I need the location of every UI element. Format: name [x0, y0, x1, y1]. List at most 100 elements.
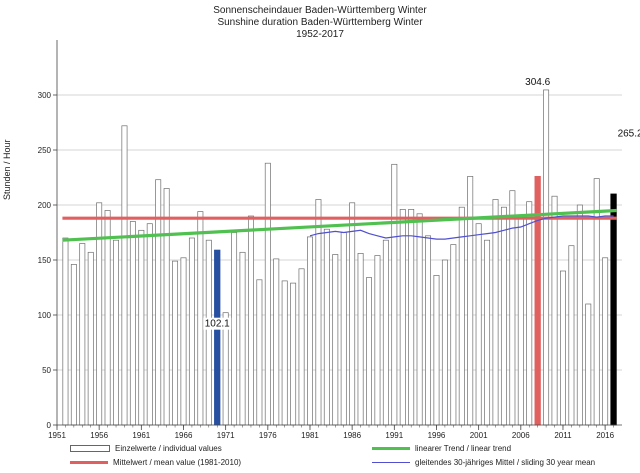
bar-1993 — [408, 209, 415, 426]
bar-1997 — [441, 259, 448, 426]
x-tick-label-1996: 1996 — [428, 431, 446, 440]
bar-1958 — [113, 239, 119, 426]
legend-swatch-trend — [372, 447, 410, 450]
bar-1973 — [239, 251, 246, 426]
bar-1962 — [146, 223, 153, 426]
bar-1980 — [298, 268, 305, 426]
sunshine-chart: 0 50 100 150 200 250 300 1951 1956 1961 1966 1971 19… — [38, 40, 640, 440]
bar-1956 — [96, 202, 103, 426]
bar-1986 — [349, 202, 356, 426]
bar-1979 — [290, 282, 297, 426]
legend-label-mean: Mittelwert / mean value (1981-2010) — [113, 458, 242, 467]
legend: Einzelwerte / individual values Mittelwe… — [0, 442, 640, 472]
bar-1964 — [163, 188, 170, 426]
y-tick-label-0: 0 — [47, 421, 52, 430]
bar-2011 — [560, 270, 566, 426]
x-tick-label-2001: 2001 — [470, 431, 488, 440]
bar-2007 — [526, 201, 533, 426]
bar-1953 — [70, 264, 77, 426]
value-label-2017: 265.2 — [618, 128, 640, 139]
bar-1992 — [399, 209, 406, 426]
value-label-bg-1970 — [203, 317, 232, 330]
bar-1959 — [121, 125, 128, 426]
x-tick-label-2006: 2006 — [512, 431, 530, 440]
sliding-mean-line — [309, 215, 614, 240]
bar-1994 — [416, 213, 423, 426]
bar-2017 — [610, 193, 617, 426]
bar-1987 — [357, 253, 364, 426]
value-label-2008: 304.6 — [525, 77, 550, 88]
bar-1966 — [180, 257, 187, 426]
bar-1960 — [129, 221, 136, 426]
bar-1996 — [433, 275, 440, 426]
x-tick-label-1986: 1986 — [343, 431, 361, 440]
x-tick-label-1951: 1951 — [48, 431, 66, 440]
bar-1984 — [332, 254, 339, 426]
bar-1976 — [264, 162, 271, 426]
bar-1961 — [138, 229, 145, 426]
bar-2004 — [500, 206, 507, 426]
y-tick-label-200: 200 — [38, 201, 52, 210]
legend-swatch-mean — [70, 461, 108, 464]
bar-1975 — [256, 279, 263, 426]
y-tick-label-300: 300 — [38, 91, 52, 100]
bar-1963 — [155, 179, 162, 426]
bar-2005 — [509, 190, 516, 426]
bar-2013 — [576, 204, 583, 426]
x-tick-label-2016: 2016 — [596, 431, 614, 440]
legend-item-trend: linearer Trend / linear trend — [372, 444, 511, 453]
x-tick-label-1956: 1956 — [90, 431, 108, 440]
bar-2001 — [475, 223, 482, 426]
lines-layer — [62, 208, 617, 242]
title-line-en: Sunshine duration Baden-Württemberg Wint… — [217, 17, 423, 28]
bar-2016 — [602, 257, 609, 426]
legend-swatch-sliding — [372, 462, 410, 463]
legend-label-sliding: gleitendes 30-jähriges Mittel / sliding … — [415, 458, 596, 467]
bar-1972 — [231, 232, 238, 426]
legend-swatch-individual — [70, 445, 110, 452]
title-line-period: 1952-2017 — [296, 29, 344, 40]
bar-2002 — [484, 239, 491, 426]
bars-layer — [62, 89, 617, 426]
x-tick-label-1981: 1981 — [301, 431, 319, 440]
bar-2009 — [543, 89, 550, 426]
bar-1989 — [374, 255, 381, 426]
y-tick-label-150: 150 — [38, 256, 52, 265]
legend-label-trend: linearer Trend / linear trend — [415, 444, 512, 453]
bar-2000 — [467, 176, 474, 426]
x-tick-label-2011: 2011 — [554, 431, 572, 440]
bar-1970 — [214, 249, 221, 426]
bar-1981 — [307, 236, 313, 426]
bar-1965 — [172, 260, 179, 426]
bar-1983 — [323, 228, 330, 426]
legend-label-individual: Einzelwerte / individual values — [115, 444, 222, 453]
bar-2014 — [585, 303, 592, 426]
bar-1954 — [79, 243, 86, 426]
y-tick-label-250: 250 — [38, 146, 52, 155]
bar-2015 — [593, 178, 600, 426]
bar-1990 — [382, 239, 389, 426]
x-tick-label-1976: 1976 — [259, 431, 277, 440]
bar-1955 — [87, 251, 94, 426]
bar-2010 — [551, 195, 558, 426]
bar-1977 — [273, 258, 280, 426]
y-tick-label-100: 100 — [38, 311, 52, 320]
x-tick-label-1991: 1991 — [385, 431, 403, 440]
bar-1991 — [391, 163, 398, 426]
x-tick-label-1971: 1971 — [217, 431, 235, 440]
y-tick-label-50: 50 — [42, 366, 51, 375]
bar-2006 — [517, 216, 524, 426]
bar-2012 — [568, 245, 575, 426]
bar-1988 — [366, 277, 372, 426]
linear-trend-line — [62, 208, 617, 242]
legend-item-mean: Mittelwert / mean value (1981-2010) — [70, 458, 241, 467]
bar-1995 — [425, 235, 432, 426]
bar-1978 — [281, 280, 288, 426]
x-tick-label-1961: 1961 — [132, 431, 150, 440]
chart-title: Sonnenscheindauer Baden-Württemberg Wint… — [0, 5, 640, 41]
title-line-de: Sonnenscheindauer Baden-Württemberg Wint… — [213, 5, 427, 16]
legend-item-individual: Einzelwerte / individual values — [70, 444, 222, 453]
bar-1998 — [450, 244, 457, 426]
value-label-1970: 102.1 — [205, 319, 230, 330]
axis-layer: 0 50 100 150 200 250 300 1951 1956 1961 1966 1971 19… — [38, 40, 622, 440]
